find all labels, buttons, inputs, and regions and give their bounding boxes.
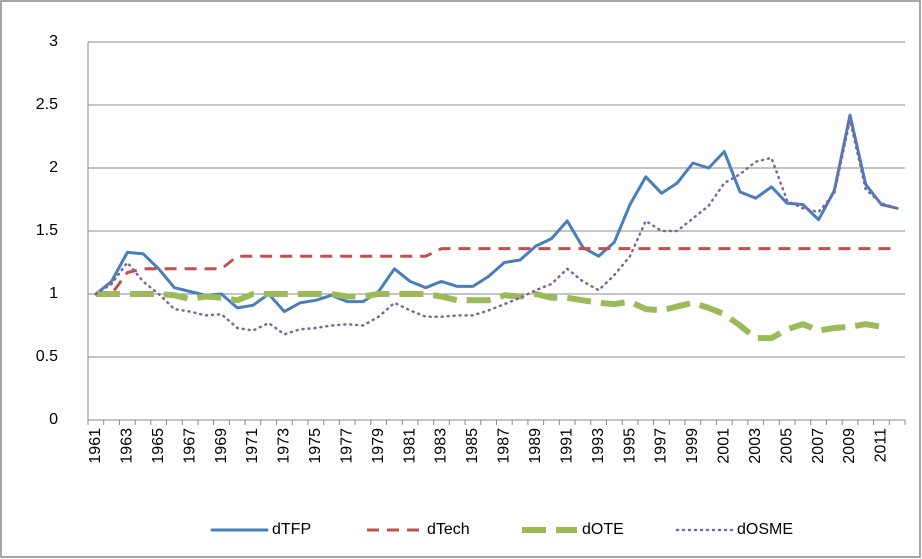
- x-tick-label: 1967: [181, 428, 198, 464]
- x-tick-label: 2009: [841, 428, 858, 464]
- y-tick-label: 1: [49, 285, 58, 302]
- x-tick-label: 1989: [527, 428, 544, 464]
- series-line: [94, 118, 899, 336]
- x-tick-label: 2003: [747, 428, 764, 464]
- x-tick-label: 1991: [558, 428, 575, 464]
- series-line: [95, 291, 882, 342]
- x-tick-label: 1965: [150, 428, 167, 464]
- x-tick-label: 1987: [496, 428, 513, 464]
- y-tick-label: 0.5: [36, 348, 58, 365]
- x-tick-label: 1975: [307, 428, 324, 464]
- legend-label: dTech: [427, 521, 470, 538]
- x-tick-label: 1981: [401, 428, 418, 464]
- y-tick-label: 0: [49, 411, 58, 428]
- x-tick-label: 1977: [338, 428, 355, 464]
- x-tick-label: 1963: [118, 428, 135, 464]
- y-tick-label: 2: [49, 159, 58, 176]
- x-tick-label: 1997: [653, 428, 670, 464]
- y-tick-label: 1.5: [36, 222, 58, 239]
- x-tick-label: 1985: [464, 428, 481, 464]
- x-tick-label: 1983: [433, 428, 450, 464]
- x-tick-label: 1979: [370, 428, 387, 464]
- x-tick-label: 1973: [276, 428, 293, 464]
- x-tick-label: 2005: [778, 428, 795, 464]
- x-tick-label: 1995: [621, 428, 638, 464]
- x-tick-label: 1969: [213, 428, 230, 464]
- x-tick-label: 1999: [684, 428, 701, 464]
- legend-label: dOTE: [582, 521, 624, 538]
- legend-label: dOSME: [737, 521, 793, 538]
- x-tick-label: 1961: [87, 428, 104, 464]
- x-tick-label: 2011: [873, 428, 890, 463]
- series-line: [95, 247, 898, 296]
- x-tick-label: 2007: [810, 428, 827, 464]
- x-tick-label: 1971: [244, 428, 261, 464]
- y-tick-label: 2.5: [36, 96, 58, 113]
- x-tick-label: 2001: [716, 428, 733, 464]
- legend-label: dTFP: [272, 521, 311, 538]
- x-tick-label: 1993: [590, 428, 607, 464]
- series-line: [94, 113, 899, 314]
- y-tick-label: 3: [49, 33, 58, 50]
